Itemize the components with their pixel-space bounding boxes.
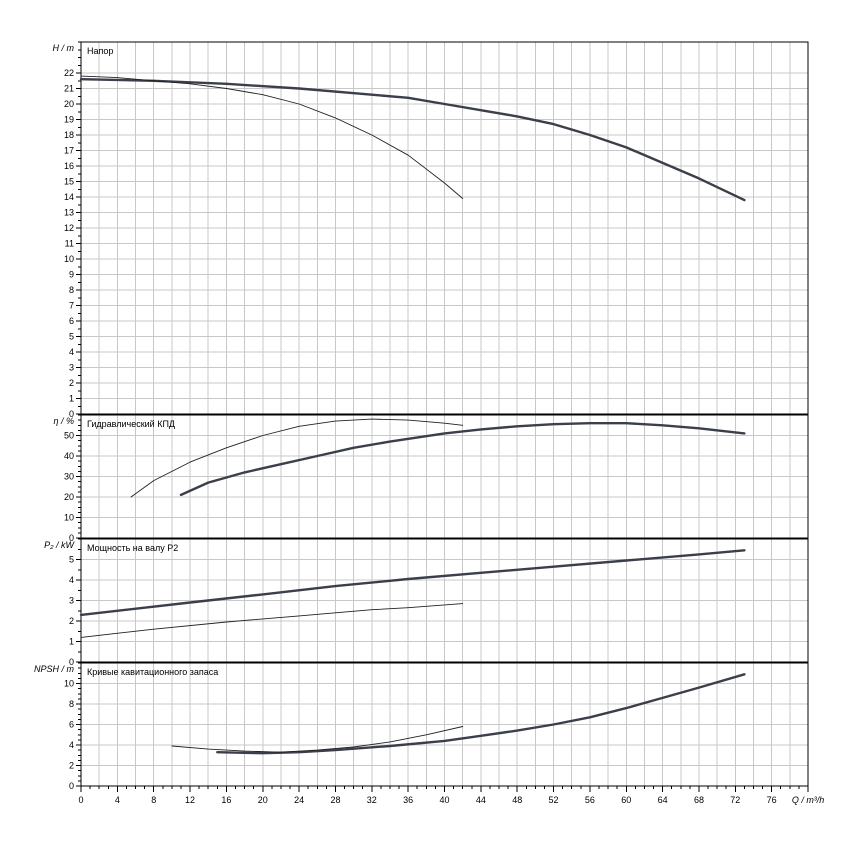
head-series-line-1 [79,77,746,202]
head-y-tick-label: 12 [64,223,74,233]
head-y-tick-label: 8 [69,285,74,295]
x-tick-label: 40 [439,795,449,805]
x-tick-label: 44 [476,795,486,805]
x-tick-label: 56 [585,795,595,805]
efficiency-series-line-2 [130,418,464,498]
x-tick-label: 60 [621,795,631,805]
npsh-ylabel: NPSH / m [34,664,75,674]
efficiency-y-tick-label: 10 [64,513,74,523]
head-y-tick-label: 0 [69,409,74,419]
head-y-tick-label: 14 [64,192,74,202]
x-tick-label: 48 [512,795,522,805]
x-tick-label: 52 [549,795,559,805]
efficiency-panel-title: Гидравлический КПД [87,419,175,429]
x-tick-label: 16 [221,795,231,805]
head-y-tick-label: 18 [64,130,74,140]
x-tick-label: 4 [115,795,120,805]
efficiency-series-line-1 [179,422,746,497]
head-panel-title: Напор [87,46,113,56]
efficiency-y-tick-label: 40 [64,451,74,461]
npsh-y-tick-label: 4 [69,740,74,750]
efficiency-y-tick-label: 50 [64,431,74,441]
x-tick-label: 32 [367,795,377,805]
efficiency-y-tick-label: 0 [69,533,74,543]
power-y-tick-label: 4 [69,575,74,585]
head-y-tick-label: 1 [69,394,74,404]
head-y-tick-label: 5 [69,332,74,342]
power-y-tick-label: 3 [69,596,74,606]
efficiency-ylabel: η / % [53,416,74,426]
x-tick-label: 24 [294,795,304,805]
npsh-panel-title: Кривые кавитационного запаса [87,667,218,677]
head-y-tick-label: 4 [69,347,74,357]
head-y-tick-label: 19 [64,115,74,125]
x-tick-label: 76 [767,795,777,805]
x-axis-label: Q / m³/h [792,795,825,805]
head-y-tick-label: 11 [65,239,74,249]
head-series-line-2 [80,75,464,199]
head-y-tick-label: 10 [64,254,74,264]
head-y-tick-label: 6 [69,316,74,326]
npsh-y-tick-label: 0 [69,781,74,791]
head-y-tick-label: 7 [69,301,74,311]
efficiency-y-tick-label: 30 [64,472,74,482]
head-y-tick-label: 22 [64,68,74,78]
head-y-tick-label: 16 [64,161,74,171]
head-ylabel: H / m [53,43,75,53]
head-y-tick-label: 17 [64,146,74,156]
x-tick-label: 28 [330,795,340,805]
x-tick-label: 12 [185,795,195,805]
npsh-y-tick-label: 10 [64,679,74,689]
power-y-tick-label: 1 [69,637,74,647]
power-ylabel: P₂ / kW [44,540,75,550]
x-tick-label: 20 [258,795,268,805]
npsh-y-tick-label: 8 [69,699,74,709]
x-tick-label: 0 [78,795,83,805]
power-series-line-2 [80,603,464,638]
npsh-series-line-2 [171,726,464,753]
npsh-series-line-1 [216,673,746,755]
npsh-y-tick-label: 2 [69,761,74,771]
head-y-tick-label: 13 [64,208,74,218]
x-tick-label: 68 [694,795,704,805]
x-tick-label: 8 [151,795,156,805]
x-tick-label: 36 [403,795,413,805]
head-y-tick-label: 15 [64,177,74,187]
power-panel-title: Мощность на валу P2 [87,543,178,553]
x-tick-label: 64 [658,795,668,805]
head-y-tick-label: 21 [64,84,74,94]
efficiency-y-tick-label: 20 [64,492,74,502]
power-y-tick-label: 5 [69,555,74,565]
power-y-tick-label: 2 [69,616,74,626]
head-y-tick-label: 20 [64,99,74,109]
power-series-line-1 [79,549,746,617]
head-y-tick-label: 3 [69,363,74,373]
head-y-tick-label: 2 [69,378,74,388]
power-y-tick-label: 0 [69,657,74,667]
x-tick-label: 72 [730,795,740,805]
npsh-y-tick-label: 6 [69,720,74,730]
head-y-tick-label: 9 [69,270,74,280]
